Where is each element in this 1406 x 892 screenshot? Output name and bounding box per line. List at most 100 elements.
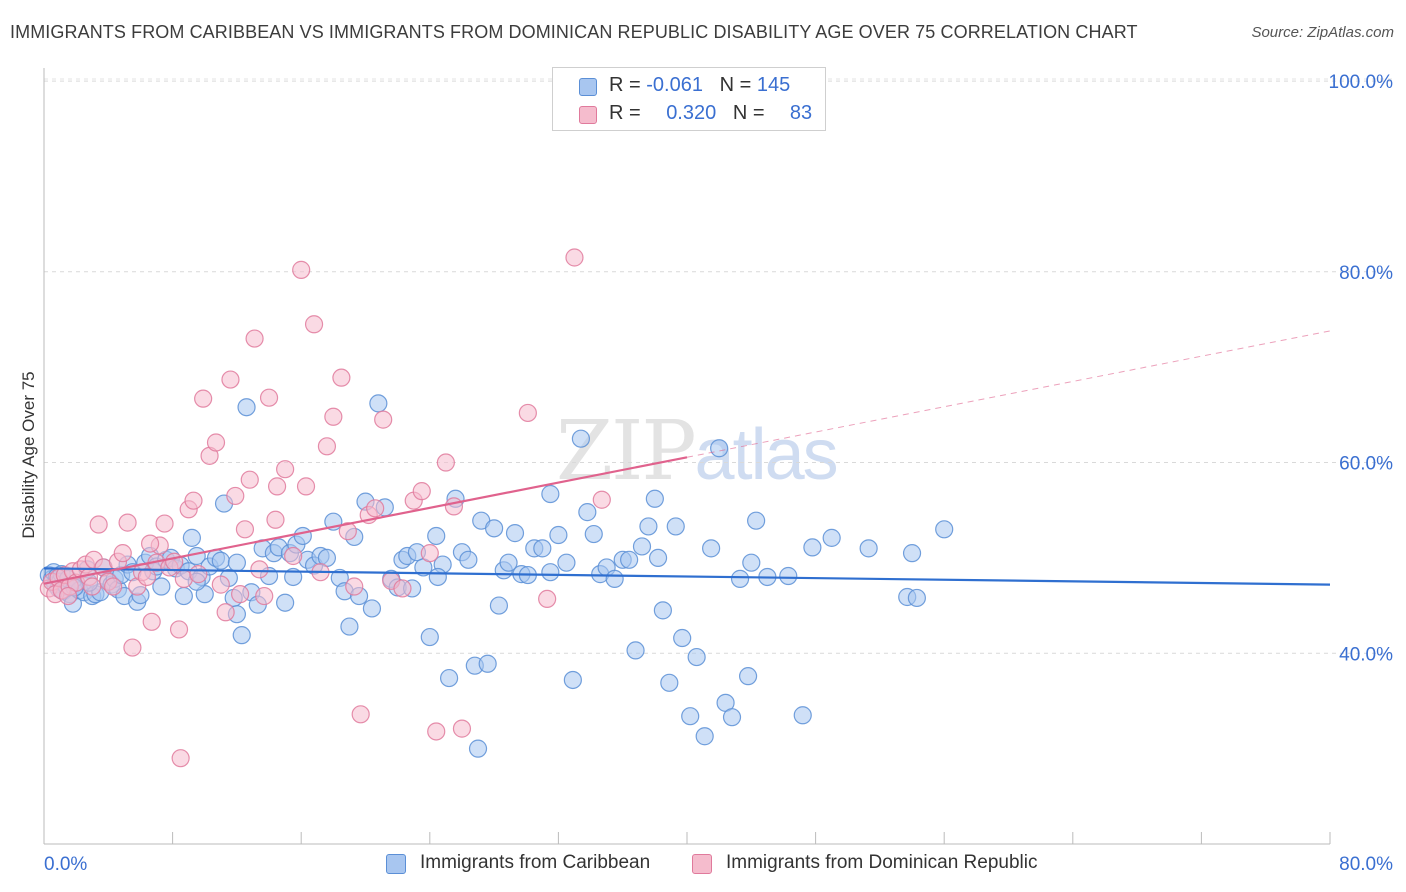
caribbean-point (632, 537, 652, 556)
caribbean-point (742, 553, 761, 572)
caribbean-point (227, 553, 246, 572)
caribbean-point (499, 553, 518, 572)
dominican-point (240, 470, 259, 489)
dominican-point (137, 567, 156, 587)
r-value: -0.061 (646, 74, 703, 96)
dominican-point (538, 589, 557, 609)
chart-title: IMMIGRANTS FROM CARIBBEAN VS IMMIGRANTS … (10, 22, 1138, 42)
dominican-point (436, 453, 455, 472)
watermark: ZIPatlas (556, 404, 839, 499)
caribbean-point (505, 524, 525, 543)
caribbean-point (660, 673, 679, 692)
dominican-point (189, 565, 208, 584)
caribbean-point (571, 429, 591, 448)
dominican-point (194, 389, 213, 408)
dominican-swatch (692, 854, 712, 874)
dominican-point (113, 544, 132, 563)
caribbean-point (738, 667, 758, 686)
caribbean-point (859, 539, 878, 558)
y-tick-label: 60.0% (1339, 454, 1393, 475)
caribbean-point (427, 526, 446, 546)
caribbean-trend-line (43, 567, 1331, 586)
n-label: N = (732, 102, 771, 124)
caribbean-point (293, 526, 312, 546)
caribbean-point (747, 511, 766, 530)
y-tick-label: 40.0% (1339, 644, 1393, 665)
caribbean-point (284, 567, 303, 587)
caribbean-point (673, 628, 692, 648)
legend-row-caribbean: R = -0.061 N = 145 (553, 72, 825, 100)
dominican-point (255, 586, 274, 606)
caribbean-point (639, 517, 658, 536)
dominican-point (216, 603, 235, 622)
dominican-point (267, 477, 287, 496)
caribbean-point (174, 586, 193, 606)
dominican-point (169, 620, 189, 639)
caribbean-point (907, 588, 926, 608)
dominican-point (345, 577, 364, 596)
dominican-point (211, 575, 230, 594)
caribbean-point (459, 550, 478, 569)
legend-row-dominican: R = 0.320 N = 83 (553, 100, 825, 128)
dominican-point (351, 705, 370, 724)
source-label: Source: ZipAtlas.com (1251, 24, 1394, 41)
caribbean-point (722, 708, 742, 727)
dominican-point (226, 486, 245, 506)
dominican-point (592, 490, 611, 509)
dominican-point (155, 514, 174, 533)
dominican-point (250, 560, 269, 579)
dominican-point (184, 491, 203, 510)
dominican-point (206, 433, 226, 452)
caribbean-point (710, 439, 729, 458)
dominican-point (266, 510, 285, 529)
caribbean-point (626, 641, 645, 660)
dominican-point (259, 388, 279, 407)
dominican-point (292, 260, 311, 279)
caribbean-point (687, 647, 706, 667)
caribbean-point (232, 626, 251, 645)
dominican-point (412, 482, 431, 501)
caribbean-point (902, 544, 922, 563)
watermark-zip: ZIP (556, 404, 697, 499)
caribbean-point (468, 739, 488, 758)
caribbean-point (935, 520, 954, 539)
dominican-point (245, 329, 264, 348)
caribbean-point (533, 539, 552, 558)
caribbean-point (541, 484, 560, 504)
caribbean-point (653, 601, 672, 620)
dominican-point (118, 513, 137, 532)
dominican-point (235, 520, 255, 539)
dominican-point (338, 522, 357, 541)
dominican-point (324, 407, 343, 426)
n-value: 83 (789, 102, 813, 124)
caribbean-swatch (386, 854, 406, 874)
legend-text-caribbean: R = -0.061 N = 145 (609, 74, 790, 97)
caribbean-point (276, 593, 295, 612)
caribbean-point (605, 569, 624, 588)
caribbean-point (428, 567, 447, 587)
dominican-point (165, 552, 184, 571)
dominican-point (231, 585, 250, 604)
correlation-legend: R = -0.061 N = 145 R = 0.320 N = 83 (552, 67, 826, 131)
r-label: R = (609, 102, 647, 124)
y-tick-label: 80.0% (1339, 263, 1393, 284)
dominican-swatch (579, 106, 597, 124)
caribbean-point (340, 617, 359, 636)
dominican-point (374, 410, 393, 429)
dominican-point (518, 403, 537, 423)
caribbean-point (681, 707, 700, 726)
caribbean-point (439, 668, 459, 688)
caribbean-point (485, 519, 504, 538)
caribbean-point (793, 706, 812, 725)
dominican-point (366, 499, 385, 518)
r-label: R = (609, 74, 647, 96)
dominican-point (296, 477, 316, 496)
caribbean-point (695, 727, 714, 746)
caribbean-point (152, 577, 171, 596)
series-legend: Immigrants from Caribbean Immigrants fro… (0, 851, 1406, 879)
caribbean-point (822, 528, 841, 547)
n-value: 145 (756, 74, 791, 96)
dominican-point (123, 638, 142, 657)
caribbean-point (803, 538, 822, 557)
caribbean-point (237, 398, 256, 417)
